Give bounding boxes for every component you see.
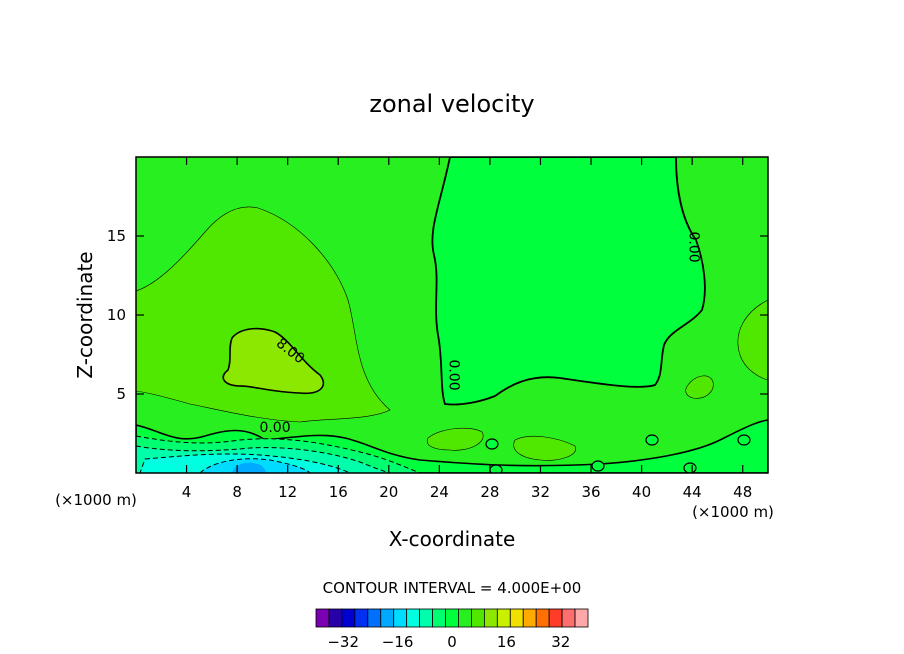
x-axis-label: X-coordinate xyxy=(389,527,516,551)
colorbar xyxy=(315,608,589,628)
x-tick-label: 4 xyxy=(182,483,192,501)
y-tick-label: 10 xyxy=(107,306,126,324)
small-contour-3 xyxy=(683,462,697,473)
colorbar-swatch xyxy=(419,608,433,628)
colorbar-swatch xyxy=(393,608,408,628)
colorbar-swatch xyxy=(432,608,446,628)
x-tick-label: 48 xyxy=(733,483,752,501)
region-positive-light xyxy=(136,206,391,423)
small-contour-2 xyxy=(645,434,659,446)
y-tick-label: 5 xyxy=(116,385,126,403)
x-tick-label: 28 xyxy=(480,483,499,501)
chart-title: zonal velocity xyxy=(369,90,534,118)
colorbar-swatch xyxy=(380,608,395,628)
colorbar-tick-label: 0 xyxy=(447,633,457,651)
contour-label: 0.00 xyxy=(686,231,702,262)
colorbar-swatch xyxy=(496,608,511,628)
region-positive-right xyxy=(737,299,768,381)
colorbar-swatch xyxy=(561,608,576,628)
region-negative-core xyxy=(232,462,266,473)
contour-label: 0.00 xyxy=(445,359,461,390)
colorbar-swatch xyxy=(483,608,498,628)
x-tick-label: 8 xyxy=(232,483,242,501)
colorbar-swatch xyxy=(535,608,550,628)
region-positive-blob xyxy=(685,375,714,399)
x-tick-label: 20 xyxy=(379,483,398,501)
small-contour-4 xyxy=(737,434,751,446)
colorbar-swatch xyxy=(471,608,485,628)
colorbar-swatch xyxy=(341,608,356,628)
colorbar-tick-label: 16 xyxy=(497,633,516,651)
x-units-left: (×1000 m) xyxy=(55,491,137,509)
x-tick-label: 44 xyxy=(683,483,702,501)
colorbar-swatch xyxy=(367,608,382,628)
x-tick-label: 40 xyxy=(632,483,651,501)
x-tick-label: 24 xyxy=(430,483,449,501)
colorbar-swatch xyxy=(328,608,343,628)
colorbar-swatch xyxy=(522,608,537,628)
colorbar-swatch xyxy=(354,608,369,628)
x-units-right: (×1000 m) xyxy=(692,503,774,521)
contour-interval-text: CONTOUR INTERVAL = 4.000E+00 xyxy=(323,579,582,597)
colorbar-swatch xyxy=(406,608,421,628)
contour-field xyxy=(136,157,768,473)
colorbar-ticks: −32 −16 0 16 32 xyxy=(327,633,570,651)
colorbar-tick-label: −16 xyxy=(382,633,414,651)
colorbar-swatch xyxy=(548,608,563,628)
contour-label: 0.00 xyxy=(259,420,290,436)
small-contour-1 xyxy=(591,460,605,472)
x-tick-label: 36 xyxy=(581,483,600,501)
y-tick-label: 15 xyxy=(107,227,126,245)
x-tick-label: 12 xyxy=(278,483,297,501)
small-contour-0 xyxy=(485,438,499,450)
x-axis: 4 8 12 16 20 24 28 32 36 40 44 48 xyxy=(182,157,752,501)
y-axis-label: Z-coordinate xyxy=(73,251,97,378)
region-negative-upper xyxy=(431,157,706,406)
colorbar-swatch xyxy=(509,608,524,628)
x-tick-label: 32 xyxy=(531,483,550,501)
colorbar-swatch xyxy=(445,608,459,628)
colorbar-tick-label: 32 xyxy=(551,633,570,651)
x-tick-label: 16 xyxy=(329,483,348,501)
region-positive-mid xyxy=(222,327,325,395)
colorbar-tick-label: −32 xyxy=(327,633,359,651)
colorbar-swatch xyxy=(458,608,472,628)
region-positive-bottom2 xyxy=(513,435,577,461)
y-axis: 5 10 15 xyxy=(107,227,768,403)
region-positive-bottom xyxy=(426,427,484,451)
colorbar-swatch xyxy=(315,608,330,628)
colorbar-swatch xyxy=(574,608,589,628)
